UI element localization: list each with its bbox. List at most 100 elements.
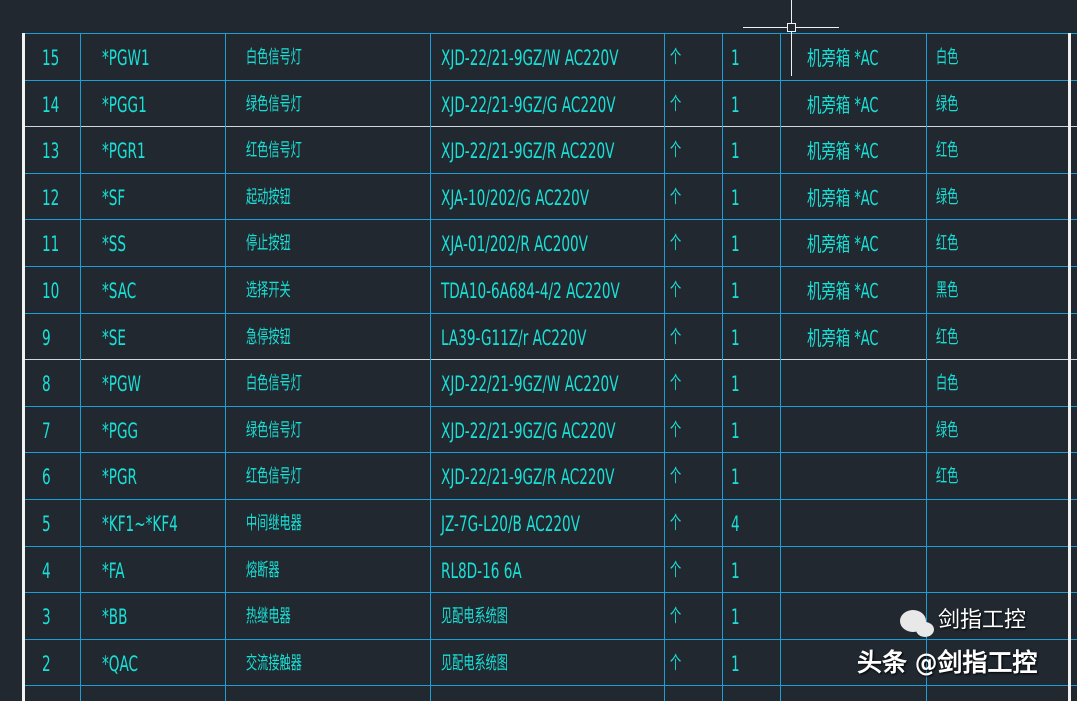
cell-model-voltage: AC220V [564,46,619,70]
cell-model-voltage: AC220V [560,465,615,489]
table-row[interactable]: 9 *SE 急停按钮 LA39-G11Z/r AC220V 个 1 机旁箱 *AC 红色 [0,313,1068,359]
row-divider [22,219,1077,220]
cell-code: *KF1~*KF4 [102,512,178,536]
cell-name: 绿色信号灯 [246,94,302,115]
cell-qty: 1 [731,279,740,303]
cell-name: 交流接触器 [246,653,302,674]
cell-model-voltage: AC220V [566,279,620,303]
table-row[interactable]: 8 *PGW 白色信号灯 XJD-22/21-9GZ/W AC220V 个 1 白色 [0,359,1068,405]
cell-unit: 个 [670,187,682,208]
cell-model-text: XJD-22/21-9GZ/G [441,93,558,117]
table-row[interactable]: 15 *PGW1 白色信号灯 XJD-22/21-9GZ/W AC220V 个 1 机旁箱 … [0,33,1068,79]
column-divider [225,33,226,701]
cell-code: *PGG1 [102,93,147,117]
column-divider [664,33,665,701]
cell-no: 11 [42,232,60,256]
cell-no: 8 [42,372,51,396]
row-divider [22,33,1077,34]
table-row[interactable]: 5 *KF1~*KF4 中间继电器 JZ-7G-L20/B AC220V 个 4 [0,499,1068,545]
cell-code: *PGW1 [102,46,150,70]
cell-qty: 1 [731,93,740,117]
table-row[interactable]: 2 *QAC 交流接触器 见配电系统图 个 1 [0,639,1068,685]
table-row[interactable]: 11 *SS 停止按钮 XJA-01/202/R AC200V 个 1 机旁箱 *AC 红色 [0,219,1068,265]
cell-model-text: 见配电系统图 [441,606,508,627]
row-divider [22,639,1077,640]
column-divider [722,33,723,701]
cell-model-text: TDA10-6A684-4/2 [441,279,562,303]
table-row[interactable]: 4 *FA 熔断器 RL8D-16 6A 个 1 [0,546,1068,592]
column-divider [430,33,431,701]
cell-model: 见配电系统图 [441,592,508,638]
cell-model-voltage: AC220V [561,93,616,117]
cell-no: 2 [42,652,51,676]
cell-model-text: XJD-22/21-9GZ/W [441,372,561,396]
cell-unit: 个 [670,94,682,115]
wechat-watermark: 剑指工控 [938,608,1027,633]
cell-no: 13 [42,139,60,163]
cell-qty: 1 [731,605,740,629]
row-divider [22,313,1077,314]
column-divider [22,33,25,701]
cell-unit: 个 [670,327,682,348]
cell-model-voltage: AC200V [534,232,588,256]
row-divider [22,546,1077,547]
table-row[interactable]: 13 *PGR1 红色信号灯 XJD-22/21-9GZ/R AC220V 个 1 机旁箱 … [0,126,1068,172]
cell-remark: 绿色 [936,94,959,115]
cell-code: *QAC [102,652,139,676]
cell-unit: 个 [670,606,682,627]
cell-qty: 1 [731,419,740,443]
cell-code: *PGR1 [102,139,146,163]
cell-qty: 1 [731,46,740,70]
cell-qty: 1 [731,139,740,163]
table-row[interactable]: 7 *PGG 绿色信号灯 XJD-22/21-9GZ/G AC220V 个 1 绿色 [0,406,1068,452]
crosshair-vertical [791,0,792,76]
table-row[interactable]: 3 *BB 热继电器 见配电系统图 个 1 [0,592,1068,638]
cell-model-voltage: 6A [503,559,522,583]
cell-no: 5 [42,512,51,536]
cell-model-text: XJA-01/202/R [441,232,530,256]
cell-name: 中间继电器 [246,513,302,534]
cell-qty: 1 [731,232,740,256]
cell-remark: 绿色 [936,420,959,441]
cell-name: 急停按钮 [246,327,291,348]
row-divider [22,173,1077,174]
cell-qty: 1 [731,186,740,210]
cell-remark: 白色 [936,373,959,394]
cell-unit: 个 [670,140,682,161]
cell-name: 红色信号灯 [246,466,302,487]
cell-code: *SF [102,186,126,210]
wechat-icon-small [916,622,934,637]
cell-unit: 个 [670,420,682,441]
row-divider [22,499,1077,500]
cell-model: TDA10-6A684-4/2 AC220V [441,266,620,312]
cell-model-voltage: AC220V [560,139,615,163]
cell-qty: 1 [731,372,740,396]
cell-model-voltage: AC220V [535,186,590,210]
table-row[interactable]: 6 *PGR 红色信号灯 XJD-22/21-9GZ/R AC220V 个 1 红色 [0,452,1068,498]
cell-code: *BB [102,605,128,629]
cell-name: 热继电器 [246,606,291,627]
column-divider [780,33,781,701]
cell-unit: 个 [670,373,682,394]
cell-name: 红色信号灯 [246,140,302,161]
cell-unit: 个 [670,513,682,534]
cell-code: *FA [102,559,125,583]
cell-model-voltage: AC220V [526,512,581,536]
cell-remark: 白色 [936,47,959,68]
cell-name: 绿色信号灯 [246,420,302,441]
cell-code: *PGR [102,465,137,489]
cell-qty: 1 [731,559,740,583]
cell-model-text: XJD-22/21-9GZ/W [441,46,561,70]
row-divider [22,266,1077,267]
table-row[interactable]: 12 *SF 起动按钮 XJA-10/202/G AC220V 个 1 机旁箱 *AC 绿色 [0,173,1068,219]
cell-remark: 红色 [936,327,959,348]
table-row[interactable]: 10 *SAC 选择开关 TDA10-6A684-4/2 AC220V 个 1 机旁箱 *A… [0,266,1068,312]
cell-model-voltage: AC220V [561,419,616,443]
table-row[interactable]: 14 *PGG1 绿色信号灯 XJD-22/21-9GZ/G AC220V 个 1 机旁箱 … [0,80,1068,126]
cell-model-text: XJD-22/21-9GZ/R [441,139,557,163]
cell-remark: 红色 [936,140,959,161]
cell-model-voltage: AC220V [532,326,587,350]
cell-name: 选择开关 [246,280,291,301]
cell-model: LA39-G11Z/r AC220V [441,313,586,359]
